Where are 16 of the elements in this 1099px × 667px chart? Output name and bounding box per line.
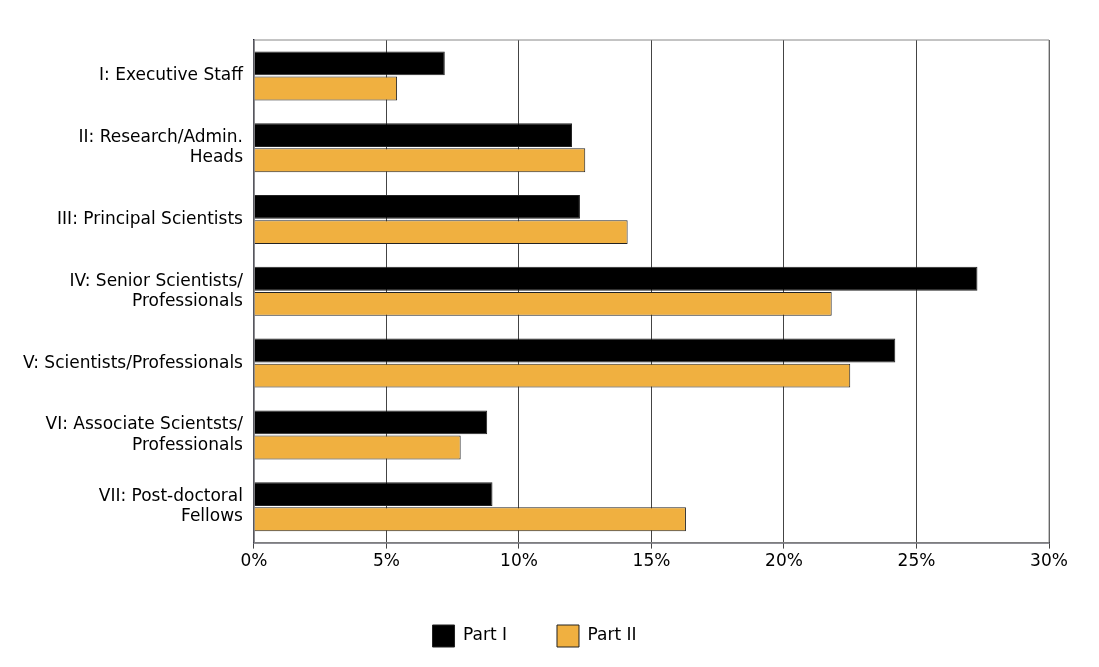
y-tick-label: II: Research/Admin. Heads xyxy=(78,125,244,167)
y-tick-label: I: Executive Staff xyxy=(99,64,245,85)
x-tick-label: 30% xyxy=(1030,550,1068,571)
y-tick-label: III: Principal Scientists xyxy=(57,207,244,228)
x-tick-label: 10% xyxy=(500,550,538,571)
y-tick-label: V: Scientists/Professionals xyxy=(22,351,244,372)
legend-label: Part I xyxy=(463,624,507,645)
y-tick-label: VI: Associate Scientsts/ Professionals xyxy=(45,413,244,454)
legend-label: Part II xyxy=(587,624,637,645)
x-tick-label: 25% xyxy=(897,550,936,571)
x-tick-label: 20% xyxy=(765,550,803,571)
y-tick-label: IV: Senior Scientists/ Professionals xyxy=(69,269,244,310)
x-tick-label: 15% xyxy=(632,550,671,571)
y-tick-label: VII: Post-doctoral Fellows xyxy=(98,484,244,526)
x-tick-label: 5% xyxy=(373,550,400,571)
x-tick-label: 0% xyxy=(240,550,268,571)
